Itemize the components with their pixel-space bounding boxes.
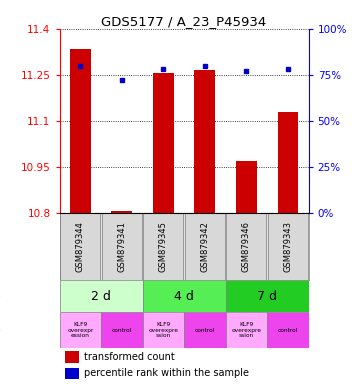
Text: KLF9
overexpre
ssion: KLF9 overexpre ssion (231, 322, 261, 338)
Text: 7 d: 7 d (257, 290, 277, 303)
Bar (102, 213, 142, 280)
Bar (60, 280, 143, 312)
Bar (65, 367, 79, 379)
Bar (60, 312, 101, 348)
Bar (226, 213, 266, 280)
Text: GSM879345: GSM879345 (159, 221, 168, 272)
Bar (143, 280, 226, 312)
Title: GDS5177 / A_23_P45934: GDS5177 / A_23_P45934 (101, 15, 267, 28)
Bar (143, 213, 183, 280)
Bar (278, 112, 298, 213)
Text: GSM879342: GSM879342 (200, 221, 209, 272)
Bar (60, 213, 100, 280)
Text: control: control (195, 328, 215, 333)
Bar (226, 312, 267, 348)
Bar (185, 213, 225, 280)
Text: 2 d: 2 d (91, 290, 111, 303)
Bar (268, 213, 308, 280)
Text: control: control (278, 328, 298, 333)
Bar (236, 161, 257, 213)
Text: GSM879341: GSM879341 (117, 221, 126, 272)
Text: percentile rank within the sample: percentile rank within the sample (84, 368, 249, 378)
Text: KLF9
overexpre
ssion: KLF9 overexpre ssion (148, 322, 178, 338)
Bar (65, 351, 79, 363)
Bar (101, 312, 143, 348)
Text: KLF9
overexpr
ession: KLF9 overexpr ession (67, 322, 93, 338)
Bar (226, 280, 309, 312)
Bar (70, 49, 91, 213)
Text: GSM879346: GSM879346 (242, 221, 251, 272)
Bar (153, 73, 174, 213)
Text: transformed count: transformed count (84, 352, 175, 362)
Text: GSM879343: GSM879343 (283, 221, 292, 272)
Text: control: control (112, 328, 132, 333)
Bar (195, 70, 215, 213)
Bar (112, 211, 132, 213)
Text: 4 d: 4 d (174, 290, 194, 303)
Text: GSM879344: GSM879344 (76, 221, 85, 272)
Bar (267, 312, 309, 348)
Bar (184, 312, 226, 348)
Bar (143, 312, 184, 348)
